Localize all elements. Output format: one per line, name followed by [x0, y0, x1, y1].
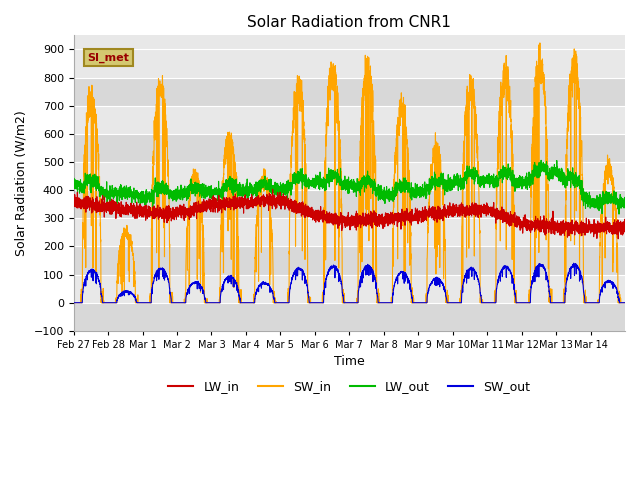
LW_out: [500, 171, 508, 177]
LW_in: [542, 218, 550, 224]
Bar: [74, 162, 625, 190]
LW_out: [537, 157, 545, 163]
SW_in: [536, 40, 544, 46]
SW_in: [184, 220, 192, 226]
SW_out: [370, 272, 378, 277]
SW_out: [399, 269, 407, 275]
Bar: [74, 246, 625, 275]
Line: SW_in: SW_in: [74, 43, 625, 303]
LW_in: [269, 186, 276, 192]
LW_out: [615, 211, 623, 217]
Bar: [74, 78, 625, 106]
Bar: [74, 190, 625, 218]
Bar: [74, 218, 625, 246]
SW_out: [70, 300, 77, 306]
LW_out: [542, 165, 550, 171]
LW_in: [399, 213, 407, 219]
LW_in: [70, 204, 77, 209]
SW_in: [370, 132, 378, 138]
Title: Solar Radiation from CNR1: Solar Radiation from CNR1: [248, 15, 451, 30]
Bar: [74, 303, 625, 331]
SW_out: [184, 288, 192, 294]
Bar: [74, 49, 625, 78]
Legend: LW_in, SW_in, LW_out, SW_out: LW_in, SW_in, LW_out, SW_out: [163, 375, 535, 398]
LW_out: [370, 181, 378, 187]
Line: LW_in: LW_in: [74, 189, 625, 239]
LW_in: [614, 236, 622, 242]
Line: LW_out: LW_out: [74, 160, 625, 214]
SW_in: [70, 300, 77, 306]
LW_out: [399, 181, 407, 187]
Bar: [74, 106, 625, 134]
SW_in: [621, 300, 629, 306]
SW_out: [528, 282, 536, 288]
Line: SW_out: SW_out: [74, 263, 625, 303]
LW_in: [184, 205, 192, 211]
SW_in: [542, 116, 550, 121]
LW_out: [528, 176, 536, 181]
LW_in: [370, 218, 378, 224]
SW_in: [528, 174, 536, 180]
Y-axis label: Solar Radiation (W/m2): Solar Radiation (W/m2): [15, 110, 28, 256]
X-axis label: Time: Time: [334, 355, 365, 369]
LW_in: [621, 224, 629, 230]
SW_out: [570, 260, 577, 266]
LW_out: [621, 194, 629, 200]
SW_in: [500, 71, 508, 77]
LW_out: [184, 187, 192, 192]
SW_out: [621, 300, 629, 306]
Bar: [74, 275, 625, 303]
Text: SI_met: SI_met: [88, 52, 129, 63]
LW_out: [70, 183, 77, 189]
SW_out: [542, 270, 550, 276]
Bar: [74, 134, 625, 162]
LW_in: [500, 212, 508, 218]
SW_in: [399, 119, 407, 125]
LW_in: [528, 220, 536, 226]
SW_out: [500, 265, 508, 271]
